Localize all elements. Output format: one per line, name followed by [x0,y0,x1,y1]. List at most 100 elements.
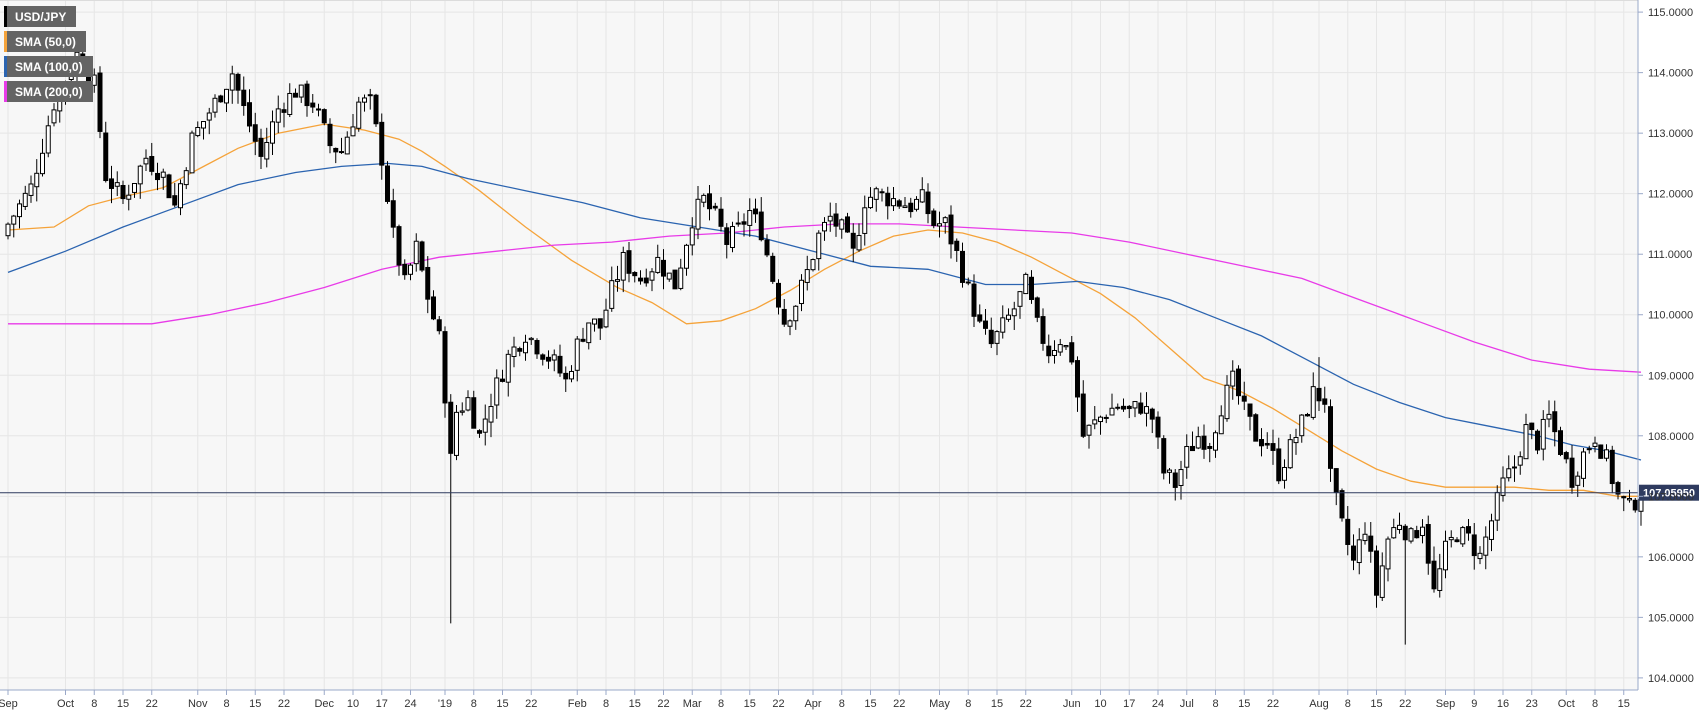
candle-body-up [822,221,827,232]
candle [643,268,649,287]
candle-body-up [862,207,868,234]
candle [477,429,482,438]
candle-body-up [994,331,1000,344]
candle-body-up [735,222,741,225]
candle [885,186,891,220]
candle-body-down [845,216,850,233]
candle [569,365,574,383]
candle [379,113,385,180]
candle [1632,498,1638,513]
candle [735,211,741,227]
candle-body-down [960,250,965,283]
candle-body-down [954,240,960,251]
candle-body-up [362,97,367,103]
candle-body-up [1057,344,1063,353]
candle-body-down [1471,534,1477,557]
legend: USD/JPY SMA (50,0) SMA (100,0) SMA (200,… [4,6,93,106]
candle-body-up [482,418,488,433]
candle [1546,400,1552,428]
candle [1086,424,1092,449]
candle-body-down [1029,276,1034,300]
candle-body-down [1402,525,1408,541]
candle [333,147,339,164]
candle-body-down [1190,445,1195,452]
candle [339,137,344,154]
candle [609,266,615,312]
candle-body-up [195,127,201,137]
candle-body-down [373,94,379,125]
candle-body-up [367,94,373,97]
x-tick-label: 8 [718,698,724,710]
x-tick-label: 22 [278,698,290,710]
candle [1063,344,1069,350]
candle-body-down [1374,550,1379,596]
candle [1264,432,1270,449]
candle [419,240,425,273]
candle [511,336,517,368]
candle-body-up [160,171,166,178]
candle [603,298,609,329]
candle-body-up [1460,527,1466,545]
candle [1523,413,1529,460]
candle-body-up [1115,406,1121,409]
x-tick-label: '19 [438,698,452,710]
candle-body-up [839,219,845,230]
candle [264,127,270,168]
candle-body-down [626,250,632,274]
candle-body-down [597,318,603,329]
legend-item-price[interactable]: USD/JPY [4,6,77,27]
candle-body-down [546,356,551,362]
candle [707,185,712,221]
candle-body-up [1103,416,1109,419]
candle [1437,553,1443,598]
candle [1011,301,1017,330]
candle [45,115,51,158]
candle [1098,415,1103,435]
candle [1529,422,1535,440]
candle-body-down [500,378,505,382]
candle [120,180,126,204]
legend-item-sma100[interactable]: SMA (100,0) [4,56,93,77]
candle-body-down [120,185,126,200]
candle [1132,401,1138,418]
legend-item-sma50[interactable]: SMA (50,0) [4,31,86,52]
legend-swatch [4,81,7,102]
candle [787,319,793,336]
candle-body-up [1408,528,1414,542]
y-tick-label: 112.0000 [1648,189,1693,201]
candle-body-down [1236,368,1241,397]
candle-body-down [925,191,931,215]
candle-body-up [1500,477,1506,496]
candle-body-up [937,223,942,227]
x-tick-label: Apr [804,698,821,710]
candle [114,171,120,196]
candle [1454,537,1460,543]
candle-body-up [1506,468,1512,479]
candle [281,102,287,128]
current-price-line: 107.05950 [0,484,1699,501]
candle-body-down [1080,393,1086,437]
candle [1161,435,1167,480]
candle-body-up [40,152,45,175]
legend-item-sma200[interactable]: SMA (200,0) [4,81,93,102]
candle [275,95,281,134]
candle [5,222,11,240]
candle [195,121,201,138]
candle-body-up [212,97,218,113]
candle [1512,455,1517,482]
candle [1448,530,1454,548]
x-tick-label: Jun [1063,698,1081,710]
candle [1190,431,1195,452]
candle [1316,357,1322,412]
candle-body-down [1040,316,1046,344]
candle [960,242,965,288]
candle [816,230,822,271]
candle [908,197,914,218]
candle [1109,393,1115,416]
candle [1540,410,1546,461]
candle-body-down [988,329,994,345]
candle [1293,428,1299,455]
candle-body-down [109,178,114,189]
candle [166,173,172,199]
candle-body-up [787,320,793,327]
